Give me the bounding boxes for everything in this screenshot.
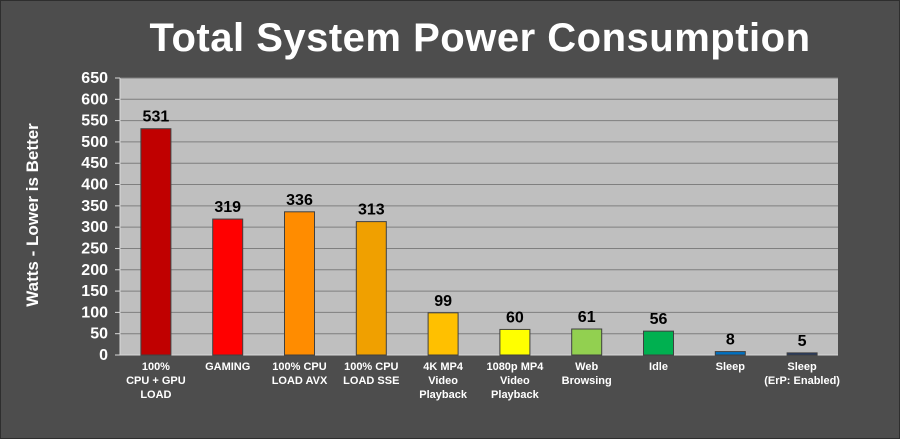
category-label: 4K MP4 [423, 361, 464, 373]
bar [212, 218, 244, 356]
category-label: Video [428, 375, 458, 387]
category-label: Playback [491, 389, 540, 401]
data-label: 8 [726, 332, 735, 349]
data-label: 5 [798, 333, 807, 350]
category-label: 100% CPU [344, 361, 398, 373]
category-label: CPU + GPU [126, 375, 186, 387]
category-label: Sleep [787, 361, 817, 373]
y-tick-label: 250 [81, 240, 108, 257]
data-label: 60 [506, 309, 524, 326]
bar [284, 211, 315, 356]
category-label: Sleep [716, 361, 746, 373]
category-label: Web [575, 361, 598, 373]
bar [355, 221, 387, 356]
category-label: Video [500, 375, 530, 387]
category-label: LOAD SSE [343, 375, 399, 387]
y-tick-label: 550 [81, 113, 108, 130]
y-tick-label: 200 [81, 262, 108, 279]
bar [140, 128, 172, 356]
category-label: GAMING [205, 361, 250, 373]
chart-title: Total System Power Consumption [149, 16, 811, 60]
bar [714, 351, 746, 356]
y-tick-label: 0 [99, 347, 108, 364]
category-label: 100% [142, 361, 170, 373]
data-label: 531 [143, 109, 170, 126]
category-label: (ErP: Enabled) [764, 375, 840, 387]
category-label: LOAD AVX [272, 375, 328, 387]
y-tick-label: 150 [81, 283, 108, 300]
data-label: 319 [214, 199, 241, 216]
data-label: 336 [286, 192, 313, 209]
category-label: Idle [649, 361, 668, 373]
bar [786, 352, 818, 356]
category-label: LOAD [140, 389, 171, 401]
category-label: 100% CPU [272, 361, 326, 373]
y-tick-label: 600 [81, 91, 108, 108]
data-label: 313 [358, 202, 385, 219]
data-label: 56 [650, 311, 668, 328]
y-tick-label: 500 [81, 134, 108, 151]
data-label: 99 [434, 293, 452, 310]
bar [499, 328, 531, 356]
bar [643, 330, 674, 356]
y-tick-label: 100 [81, 304, 108, 321]
bar [427, 312, 459, 356]
y-tick-label: 50 [90, 326, 108, 343]
y-tick-label: 350 [81, 198, 108, 215]
category-label: Browsing [562, 375, 612, 387]
data-label: 61 [578, 309, 596, 326]
category-label: Playback [419, 389, 468, 401]
y-tick-label: 400 [81, 177, 108, 194]
y-tick-label: 450 [81, 155, 108, 172]
y-tick-label: 300 [81, 219, 108, 236]
bar [571, 328, 603, 356]
category-label: 1080p MP4 [486, 361, 544, 373]
y-tick-label: 650 [81, 70, 108, 87]
